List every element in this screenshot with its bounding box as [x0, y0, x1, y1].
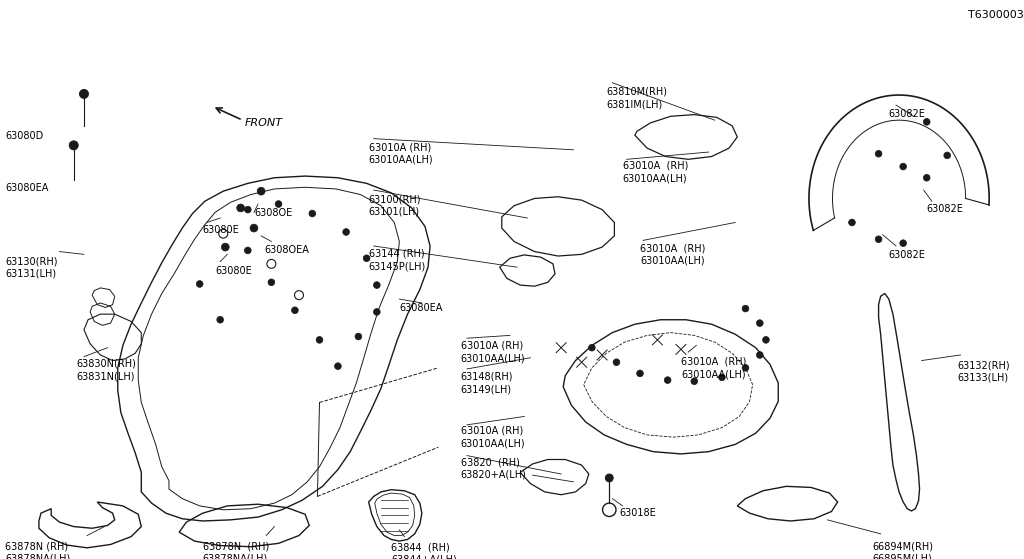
Circle shape: [197, 281, 203, 287]
Circle shape: [237, 204, 245, 212]
Text: 63010A (RH)
63010AA(LH): 63010A (RH) 63010AA(LH): [461, 426, 525, 448]
Circle shape: [763, 337, 769, 343]
Circle shape: [250, 224, 258, 232]
Text: 63878N  (RH)
63878NA(LH): 63878N (RH) 63878NA(LH): [203, 541, 269, 559]
Circle shape: [757, 352, 763, 358]
Circle shape: [268, 279, 274, 286]
Text: T6300003Q: T6300003Q: [968, 10, 1024, 20]
Circle shape: [374, 309, 380, 315]
Text: 6308OE: 6308OE: [254, 208, 292, 218]
Circle shape: [665, 377, 671, 383]
Circle shape: [742, 364, 749, 371]
Circle shape: [876, 150, 882, 157]
Text: 63082E: 63082E: [889, 250, 926, 260]
Circle shape: [335, 363, 341, 369]
Text: 63010A (RH)
63010AA(LH): 63010A (RH) 63010AA(LH): [461, 341, 525, 363]
Circle shape: [343, 229, 349, 235]
Text: 63820  (RH)
63820+A(LH): 63820 (RH) 63820+A(LH): [461, 457, 526, 480]
Text: 63080D: 63080D: [5, 131, 43, 141]
Circle shape: [70, 141, 78, 150]
Circle shape: [374, 282, 380, 288]
Circle shape: [217, 316, 223, 323]
Circle shape: [691, 378, 697, 385]
Circle shape: [355, 333, 361, 340]
Circle shape: [80, 89, 88, 98]
Circle shape: [757, 320, 763, 326]
Text: 6308OEA: 6308OEA: [264, 245, 309, 255]
Text: 63080EA: 63080EA: [399, 303, 442, 313]
Text: 63080E: 63080E: [203, 225, 240, 235]
Text: 63010A (RH)
63010AA(LH): 63010A (RH) 63010AA(LH): [369, 143, 433, 165]
Text: 63148(RH)
63149(LH): 63148(RH) 63149(LH): [461, 372, 513, 394]
Text: FRONT: FRONT: [245, 118, 283, 128]
Circle shape: [924, 119, 930, 125]
Circle shape: [309, 210, 315, 217]
Circle shape: [589, 344, 595, 351]
Circle shape: [849, 219, 855, 226]
Text: 63018E: 63018E: [620, 508, 656, 518]
Text: 63082E: 63082E: [927, 204, 964, 214]
Circle shape: [742, 305, 749, 312]
Circle shape: [257, 187, 265, 195]
Text: 66894M(RH)
66895M(LH): 66894M(RH) 66895M(LH): [872, 541, 934, 559]
Text: 63130(RH)
63131(LH): 63130(RH) 63131(LH): [5, 256, 57, 278]
Text: 63830N(RH)
63831N(LH): 63830N(RH) 63831N(LH): [77, 359, 136, 381]
Circle shape: [719, 374, 725, 381]
Circle shape: [900, 163, 906, 170]
Circle shape: [613, 359, 620, 366]
Text: 63810M(RH)
6381lM(LH): 63810M(RH) 6381lM(LH): [606, 87, 668, 109]
Circle shape: [245, 206, 251, 213]
Text: 63082E: 63082E: [889, 109, 926, 119]
Circle shape: [876, 236, 882, 243]
Text: 63010A  (RH)
63010AA(LH): 63010A (RH) 63010AA(LH): [623, 161, 688, 183]
Text: 63132(RH)
63133(LH): 63132(RH) 63133(LH): [957, 361, 1010, 383]
Circle shape: [924, 174, 930, 181]
Circle shape: [245, 247, 251, 254]
Circle shape: [364, 255, 370, 262]
Circle shape: [275, 201, 282, 207]
Circle shape: [316, 337, 323, 343]
Text: 63878N (RH)
63878NA(LH): 63878N (RH) 63878NA(LH): [5, 541, 71, 559]
Circle shape: [637, 370, 643, 377]
Text: 63100(RH)
63101(LH): 63100(RH) 63101(LH): [369, 195, 421, 217]
Circle shape: [292, 307, 298, 314]
Text: 63144 (RH)
63145P(LH): 63144 (RH) 63145P(LH): [369, 249, 426, 271]
Text: 63844  (RH)
63844+A(LH): 63844 (RH) 63844+A(LH): [391, 542, 457, 559]
Circle shape: [900, 240, 906, 247]
Circle shape: [221, 243, 229, 251]
Text: 63080EA: 63080EA: [5, 183, 48, 193]
Circle shape: [605, 474, 613, 482]
Text: 63010A  (RH)
63010AA(LH): 63010A (RH) 63010AA(LH): [681, 357, 746, 379]
Circle shape: [944, 152, 950, 159]
Text: 63080E: 63080E: [215, 266, 252, 276]
Text: 63010A  (RH)
63010AA(LH): 63010A (RH) 63010AA(LH): [640, 243, 706, 266]
